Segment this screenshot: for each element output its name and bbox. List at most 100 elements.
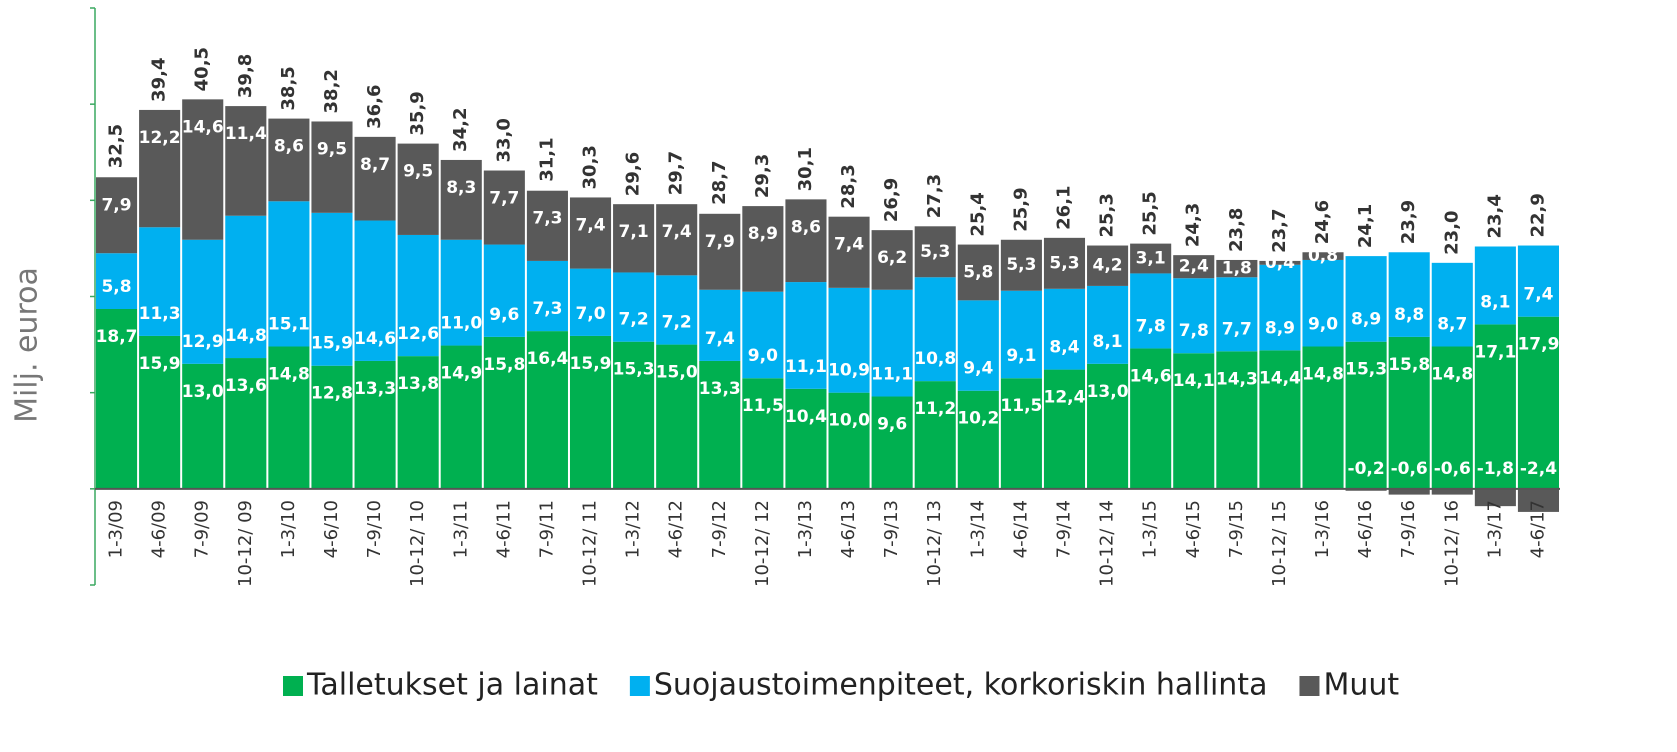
legend-swatch xyxy=(283,676,303,696)
value-label: 8,8 xyxy=(1394,305,1424,325)
legend-swatch xyxy=(629,676,650,696)
value-label: 14,3 xyxy=(1216,369,1258,389)
total-label: 36,6 xyxy=(364,84,385,128)
value-label: 5,8 xyxy=(963,262,993,282)
total-label: 32,5 xyxy=(106,124,127,168)
value-label: 11,4 xyxy=(225,124,267,144)
value-label: 11,1 xyxy=(871,365,913,385)
bar-segment xyxy=(225,358,267,489)
x-tick-label: 10-12/ 09 xyxy=(235,500,256,587)
total-label: 22,9 xyxy=(1527,193,1548,237)
x-tick-label: 10-12/ 16 xyxy=(1441,500,1462,587)
total-label: 34,2 xyxy=(450,108,471,152)
bar-segment xyxy=(96,309,138,489)
value-label: 13,0 xyxy=(1087,382,1129,402)
bar-segment xyxy=(1517,316,1559,489)
value-label: 13,0 xyxy=(182,382,224,402)
x-tick-label: 4-6/09 xyxy=(149,500,170,558)
value-label: 0,8 xyxy=(1308,246,1338,266)
value-label: 5,3 xyxy=(1006,255,1036,275)
legend-swatch xyxy=(1299,676,1320,696)
value-label: 12,9 xyxy=(182,332,224,352)
bar-segment xyxy=(397,356,439,489)
value-label: 12,6 xyxy=(397,324,439,344)
bar-segment xyxy=(569,197,612,269)
x-tick-label: 4-6/16 xyxy=(1355,500,1376,558)
bar-segment xyxy=(354,360,396,489)
bar-segment xyxy=(914,381,956,489)
x-tick-label: 10-12/ 12 xyxy=(752,500,773,587)
bar-segment xyxy=(1388,488,1430,495)
value-label: 14,6 xyxy=(1130,366,1172,386)
value-label: 13,6 xyxy=(225,376,267,396)
bar-segment xyxy=(1259,350,1301,489)
bar-segment xyxy=(914,277,956,382)
total-label: 23,4 xyxy=(1484,194,1505,238)
bar-segment xyxy=(785,199,827,283)
value-label: 14,8 xyxy=(268,365,310,385)
bar-segment xyxy=(1474,324,1516,489)
bar-segment xyxy=(1043,237,1086,289)
value-label: 15,1 xyxy=(268,315,310,335)
value-label: 15,8 xyxy=(1388,355,1430,375)
value-label: 12,4 xyxy=(1044,388,1086,408)
value-label: 14,8 xyxy=(225,326,267,346)
bar-segment xyxy=(182,239,224,364)
value-label: 12,8 xyxy=(311,384,353,404)
x-tick-label: 4-6/17 xyxy=(1527,500,1548,558)
bar-segment xyxy=(182,363,224,489)
total-label: 25,4 xyxy=(967,192,988,236)
bar-segment xyxy=(1216,351,1258,489)
value-label: 7,4 xyxy=(705,329,735,349)
total-label: 25,9 xyxy=(1010,187,1031,231)
total-label: 31,1 xyxy=(536,137,557,181)
value-label: 1,8 xyxy=(1222,259,1252,279)
bar-segment xyxy=(569,335,612,489)
total-label: 26,1 xyxy=(1053,185,1074,229)
value-label: 11,3 xyxy=(139,304,181,324)
bar-segment xyxy=(1043,369,1086,489)
bar-segment xyxy=(139,109,181,228)
bar-segment xyxy=(526,260,568,332)
value-label: 7,9 xyxy=(101,195,131,215)
x-tick-label: 1-3/17 xyxy=(1484,500,1505,558)
total-label: 27,3 xyxy=(924,174,945,218)
bar-segment xyxy=(1087,245,1129,286)
value-label: 8,1 xyxy=(1480,292,1510,312)
value-label: 9,5 xyxy=(317,139,347,159)
bar-segment xyxy=(914,226,956,278)
bar-segment xyxy=(225,106,267,216)
y-axis-label: Milj. euroa xyxy=(10,267,45,423)
value-label: 7,9 xyxy=(705,232,735,252)
x-tick-label: 1-3/10 xyxy=(278,500,299,558)
bar-segment xyxy=(1345,256,1387,342)
value-label: 6,2 xyxy=(877,248,907,268)
value-label: 13,3 xyxy=(699,379,741,399)
bar-segment xyxy=(182,99,224,240)
value-label: 9,0 xyxy=(748,346,778,366)
bar-segment xyxy=(1173,255,1215,279)
value-label: 14,4 xyxy=(1259,368,1301,388)
x-tick-label: 7-9/16 xyxy=(1398,500,1419,558)
value-label: 14,6 xyxy=(182,117,224,137)
bar-segment xyxy=(957,300,999,391)
x-tick-label: 10-12/ 11 xyxy=(580,500,601,587)
value-label: 10,0 xyxy=(828,411,870,431)
bar-segment xyxy=(656,344,698,489)
bar-segment xyxy=(139,335,181,489)
value-label: 7,7 xyxy=(1222,319,1252,339)
value-label: 7,1 xyxy=(619,222,649,242)
value-label: 18,7 xyxy=(96,327,138,347)
value-label: 7,3 xyxy=(532,209,562,229)
bar-segment xyxy=(656,204,698,276)
bar-segment xyxy=(569,268,612,336)
x-tick-label: 4-6/13 xyxy=(838,500,859,558)
bar-segment xyxy=(699,360,741,489)
x-tick-label: 10-12/ 10 xyxy=(407,500,428,587)
value-label: 8,3 xyxy=(446,178,476,198)
value-label: 10,2 xyxy=(957,409,999,429)
total-label: 40,5 xyxy=(192,47,213,91)
value-label: 8,1 xyxy=(1093,332,1123,352)
bar-segment xyxy=(1000,239,1042,291)
value-label: 5,3 xyxy=(920,242,950,262)
